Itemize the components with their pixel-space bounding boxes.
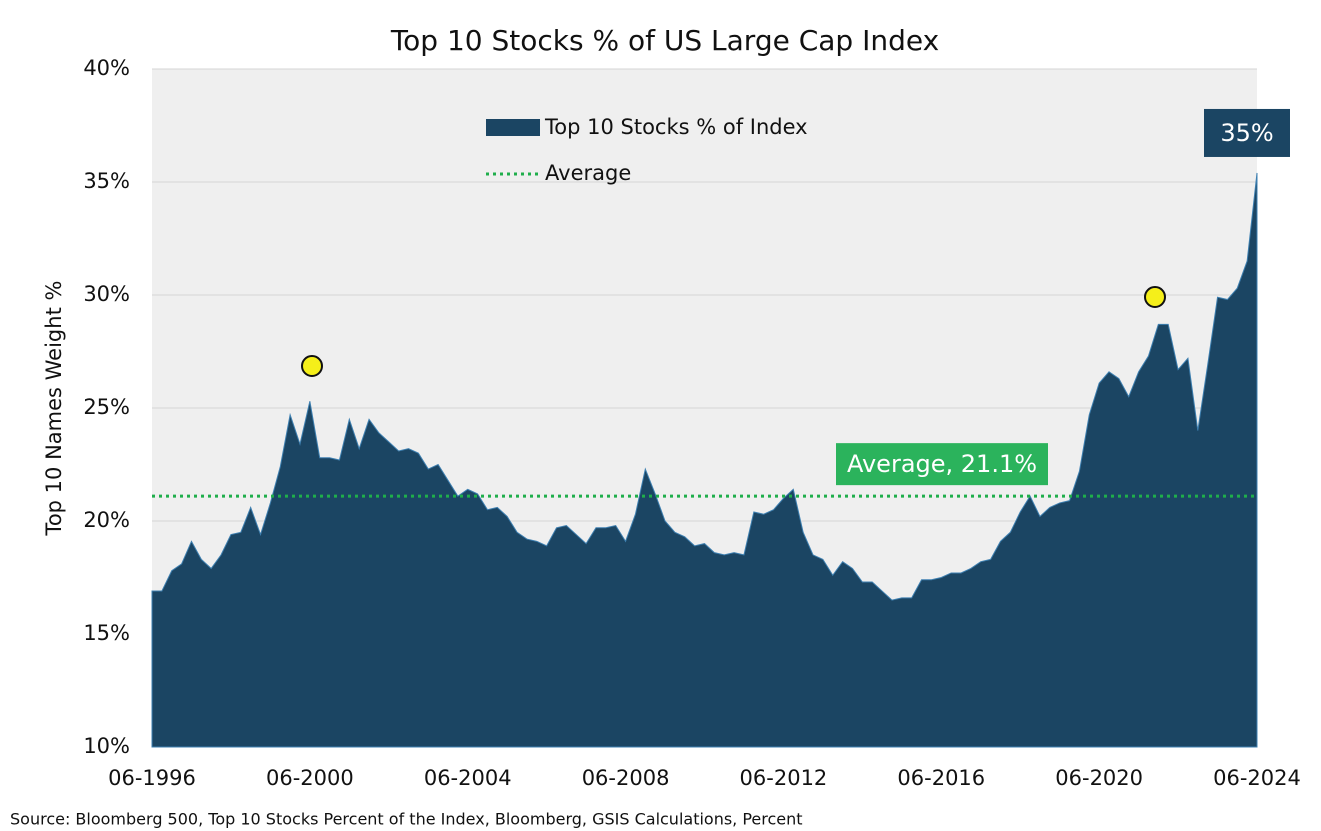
x-tick-label: 06-2000	[266, 766, 354, 790]
average-label-box	[836, 443, 1048, 486]
y-tick-label: 10%	[83, 734, 130, 758]
highlight-marker	[301, 355, 323, 377]
y-tick-label: 20%	[83, 508, 130, 532]
x-tick-label: 06-2024	[1213, 766, 1301, 790]
x-tick-label: 06-2008	[582, 766, 670, 790]
x-tick-label: 06-1996	[108, 766, 196, 790]
legend-label: Top 10 Stocks % of Index	[544, 115, 808, 139]
y-tick-label: 25%	[83, 395, 130, 419]
area	[151, 172, 1258, 748]
x-tick-label: 06-2004	[424, 766, 512, 790]
y-tick-label: 30%	[83, 282, 130, 306]
value-label-box	[1204, 108, 1290, 157]
chart-title: Top 10 Stocks % of US Large Cap Index	[390, 24, 939, 57]
legend-label: Average	[545, 161, 631, 185]
source-note: Source: Bloomberg 500, Top 10 Stocks Per…	[10, 810, 803, 829]
legend-swatch	[486, 119, 540, 136]
y-axis-label: Top 10 Names Weight %	[42, 281, 66, 537]
average-label: Average, 21.1%	[847, 450, 1037, 478]
x-tick-label: 06-2012	[740, 766, 828, 790]
y-tick-label: 15%	[83, 621, 130, 645]
area-group	[151, 172, 1258, 748]
value-label: 35%	[1220, 119, 1273, 147]
y-tick-label: 35%	[83, 169, 130, 193]
highlight-marker	[1144, 286, 1166, 308]
x-tick-label: 06-2020	[1055, 766, 1143, 790]
y-tick-label: 40%	[83, 56, 130, 80]
x-tick-label: 06-2016	[897, 766, 985, 790]
